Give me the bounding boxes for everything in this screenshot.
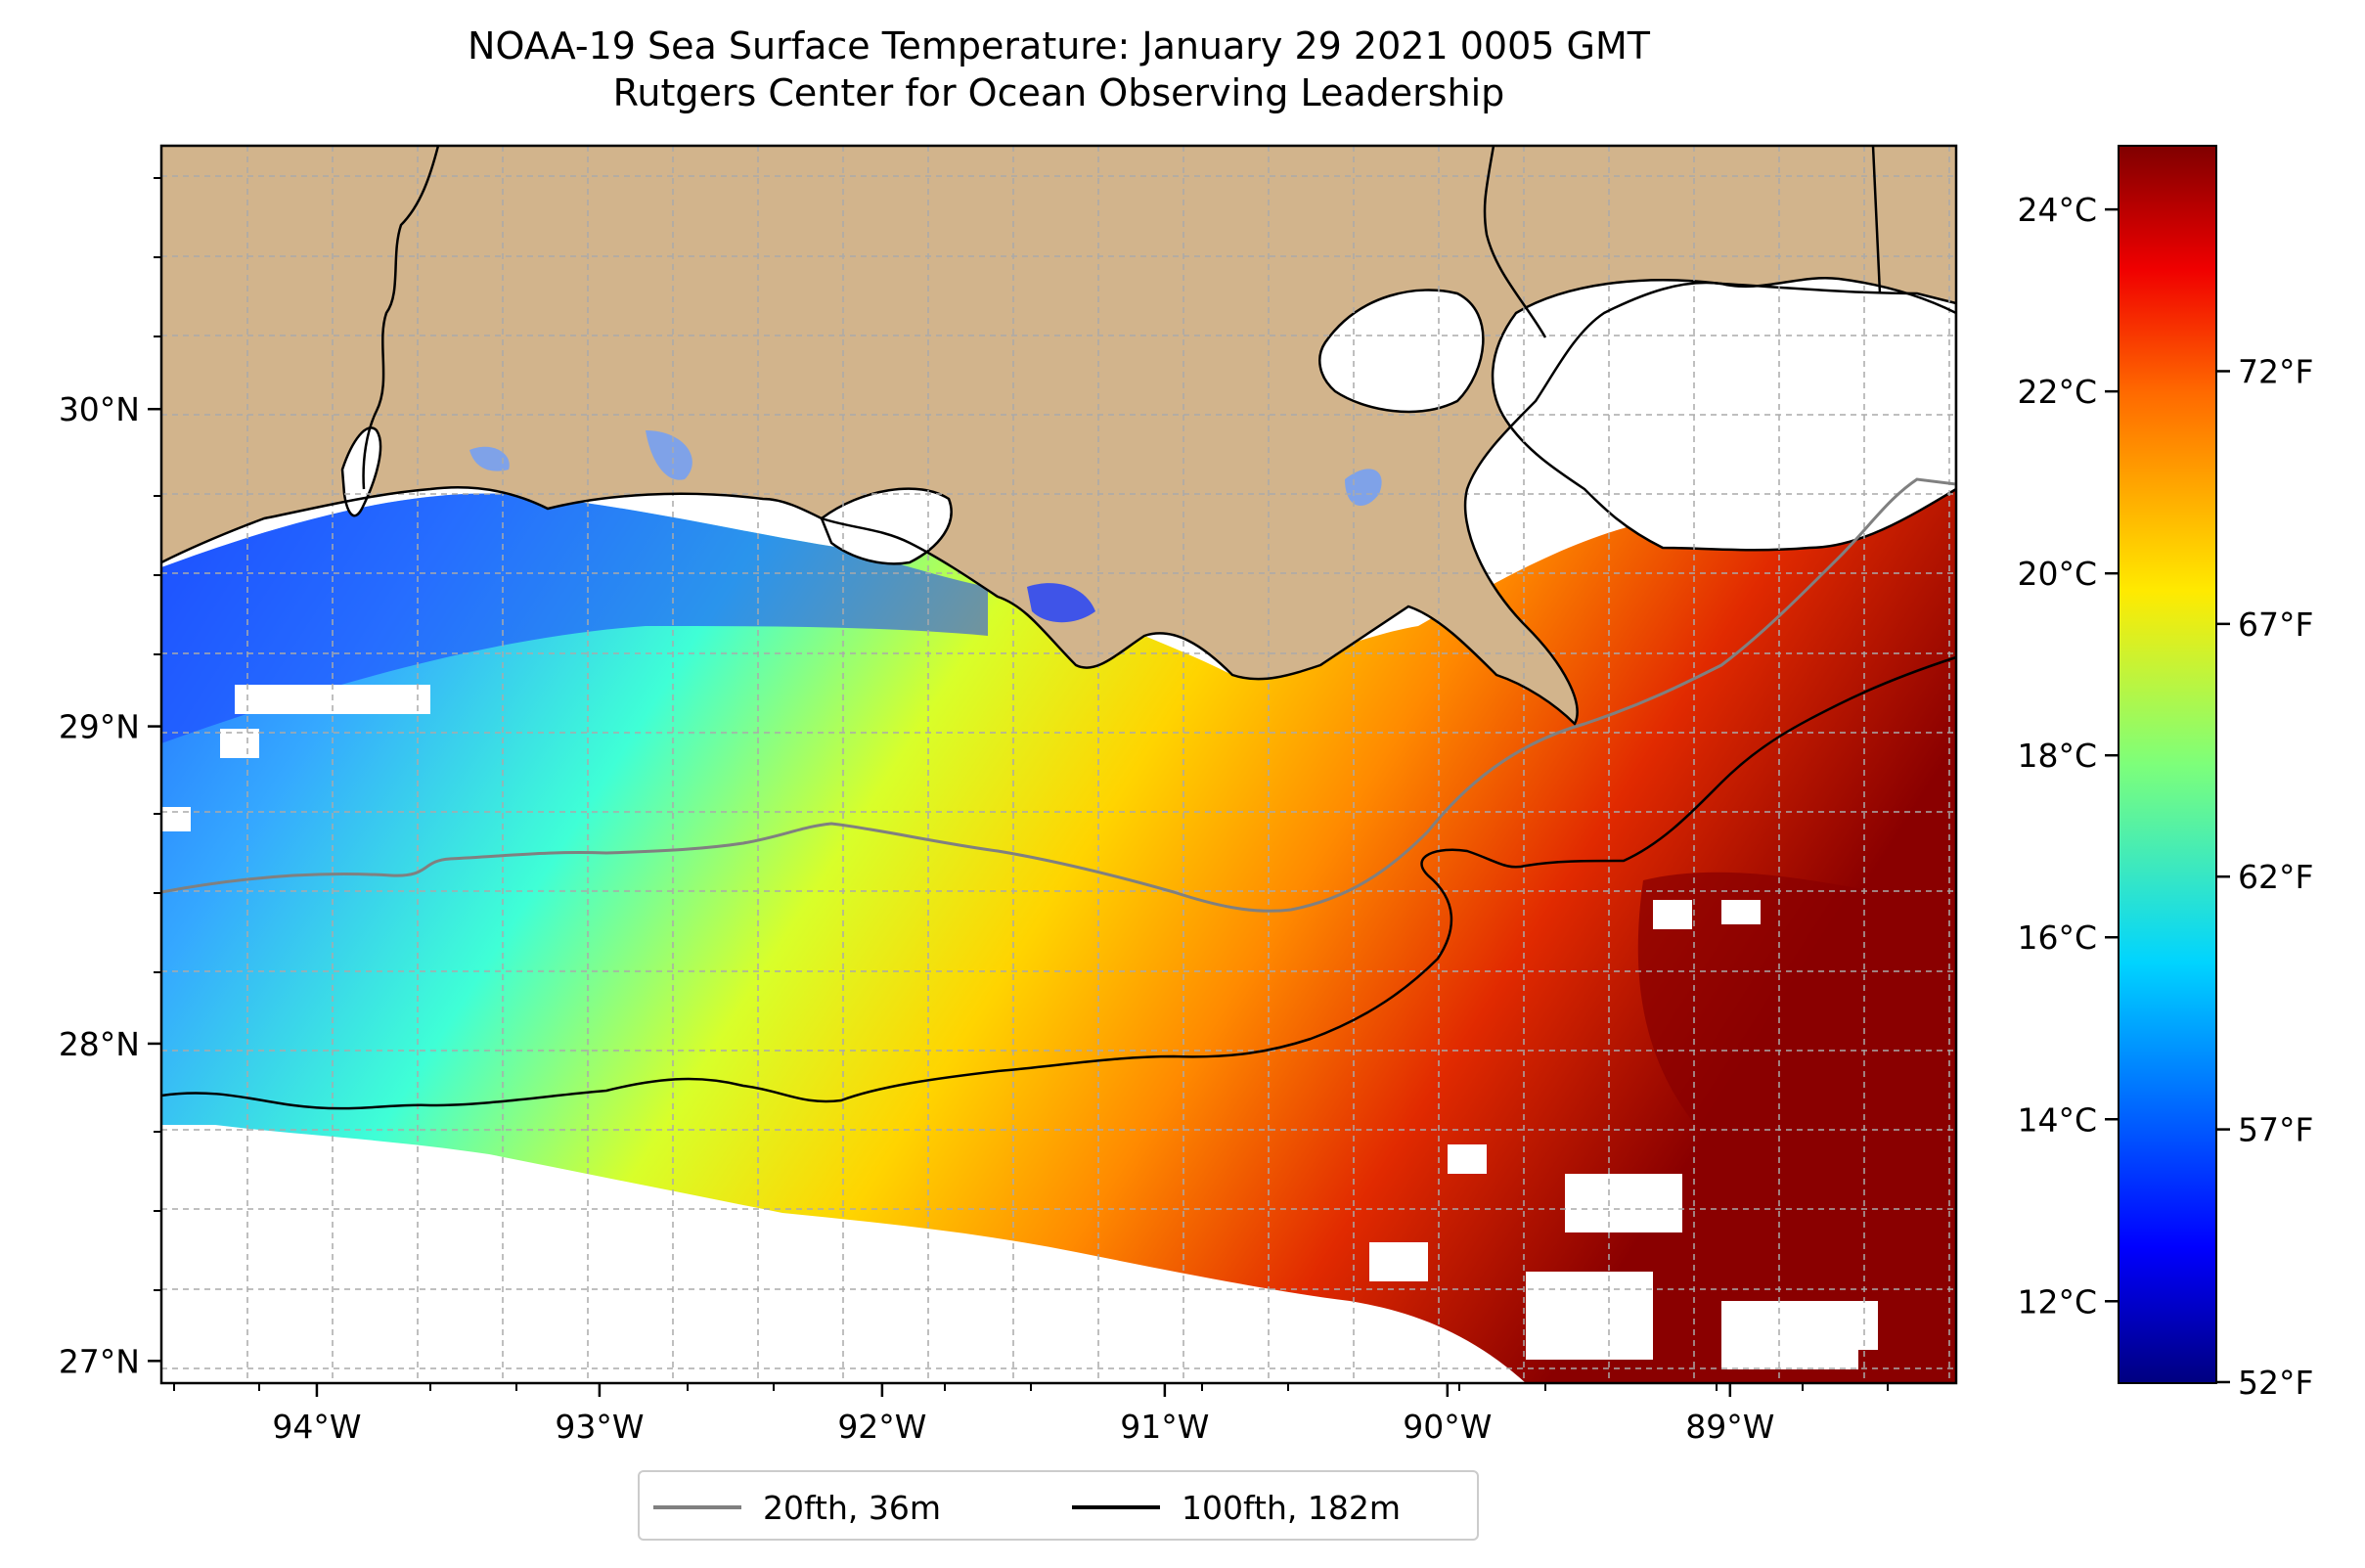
isobath-20fth [161,477,1956,913]
lake-salvador [1345,469,1382,506]
x-tick-label: 94°W [272,1408,361,1446]
map-title: NOAA-19 Sea Surface Temperature: January… [468,24,1650,67]
map-subtitle: Rutgers Center for Ocean Observing Leade… [612,71,1505,114]
lake-sabine [340,426,382,517]
celsius-tick-label: 20°C [2017,555,2097,593]
legend-swatch-100fth [1072,1505,1160,1509]
cloud-mask [161,685,1878,1369]
state-border-west [362,146,440,490]
legend-label-100fth: 100fth, 182m [1182,1488,1401,1527]
colorbar [2119,146,2216,1383]
cloud-patch [161,807,191,831]
x-axis-ticks: 94°W 93°W 92°W 91°W 90°W 89°W [272,1383,1774,1446]
lake-pontchartrain [1318,289,1485,414]
y-tick-label: 28°N [59,1025,140,1063]
x-tick-label: 93°W [555,1408,644,1446]
colorbar-celsius-ticks: 24°C 22°C 20°C 18°C 16°C 14°C 12°C [2017,191,2119,1321]
fahrenheit-tick-label: 52°F [2238,1364,2313,1402]
x-tick-label: 90°W [1403,1408,1492,1446]
state-border-east [1483,146,1547,338]
warm-eddy [1637,872,1956,1272]
x-tick-label: 89°W [1685,1408,1774,1446]
fahrenheit-tick-label: 72°F [2238,352,2313,390]
isobath-100fth [161,655,1956,1110]
legend-swatch-20fth [653,1505,741,1509]
coastline [161,276,1956,727]
cloud-patch [1369,1242,1428,1281]
celsius-tick-label: 18°C [2017,737,2097,775]
cloud-patch [220,729,259,758]
celsius-tick-label: 12°C [2017,1282,2097,1321]
y-tick-label: 30°N [59,390,140,428]
calcasieu-lake [469,446,510,471]
cloud-patch [1721,900,1761,924]
state-border-ms-al [1871,146,1882,294]
colorbar-fahrenheit-ticks: 72°F 67°F 62°F 57°F 52°F [2216,352,2313,1402]
cloud-patch [1526,1272,1653,1360]
y-tick-label: 27°N [59,1342,140,1380]
y-tick-label: 29°N [59,708,140,746]
fahrenheit-tick-label: 67°F [2238,605,2313,644]
map-frame [159,144,1958,1385]
colorbar-frame [2118,145,2217,1384]
gridlines [161,146,1956,1383]
vermilion-bay [1027,583,1095,623]
grand-lake [646,430,692,480]
cloud-patch [1448,1144,1487,1174]
x-tick-label: 92°W [837,1408,926,1446]
celsius-tick-label: 14°C [2017,1100,2097,1139]
celsius-tick-label: 16°C [2017,918,2097,957]
cloud-patch [1721,1301,1858,1369]
map-plot-area [161,146,1956,1383]
cloud-patch [1653,900,1692,929]
celsius-tick-label: 24°C [2017,191,2097,229]
celsius-tick-label: 22°C [2017,373,2097,411]
coastal-cold-water [161,493,988,743]
legend-label-20fth: 20fth, 36m [763,1488,941,1527]
fahrenheit-tick-label: 57°F [2238,1111,2313,1149]
white-lake [820,487,953,565]
legend-item-100fth: 100fth, 182m [1072,1472,1401,1543]
cloud-patch [1839,1301,1878,1350]
minor-ticks [154,177,1889,1391]
x-tick-label: 91°W [1120,1408,1209,1446]
legend-item-20fth: 20fth, 36m [653,1472,941,1543]
y-axis-ticks: 30°N 29°N 28°N 27°N [59,390,161,1380]
legend: 20fth, 36m 100fth, 182m [638,1470,1479,1541]
land-mass [161,146,1956,724]
cloud-patch [1565,1174,1682,1232]
fahrenheit-tick-label: 62°F [2238,858,2313,896]
